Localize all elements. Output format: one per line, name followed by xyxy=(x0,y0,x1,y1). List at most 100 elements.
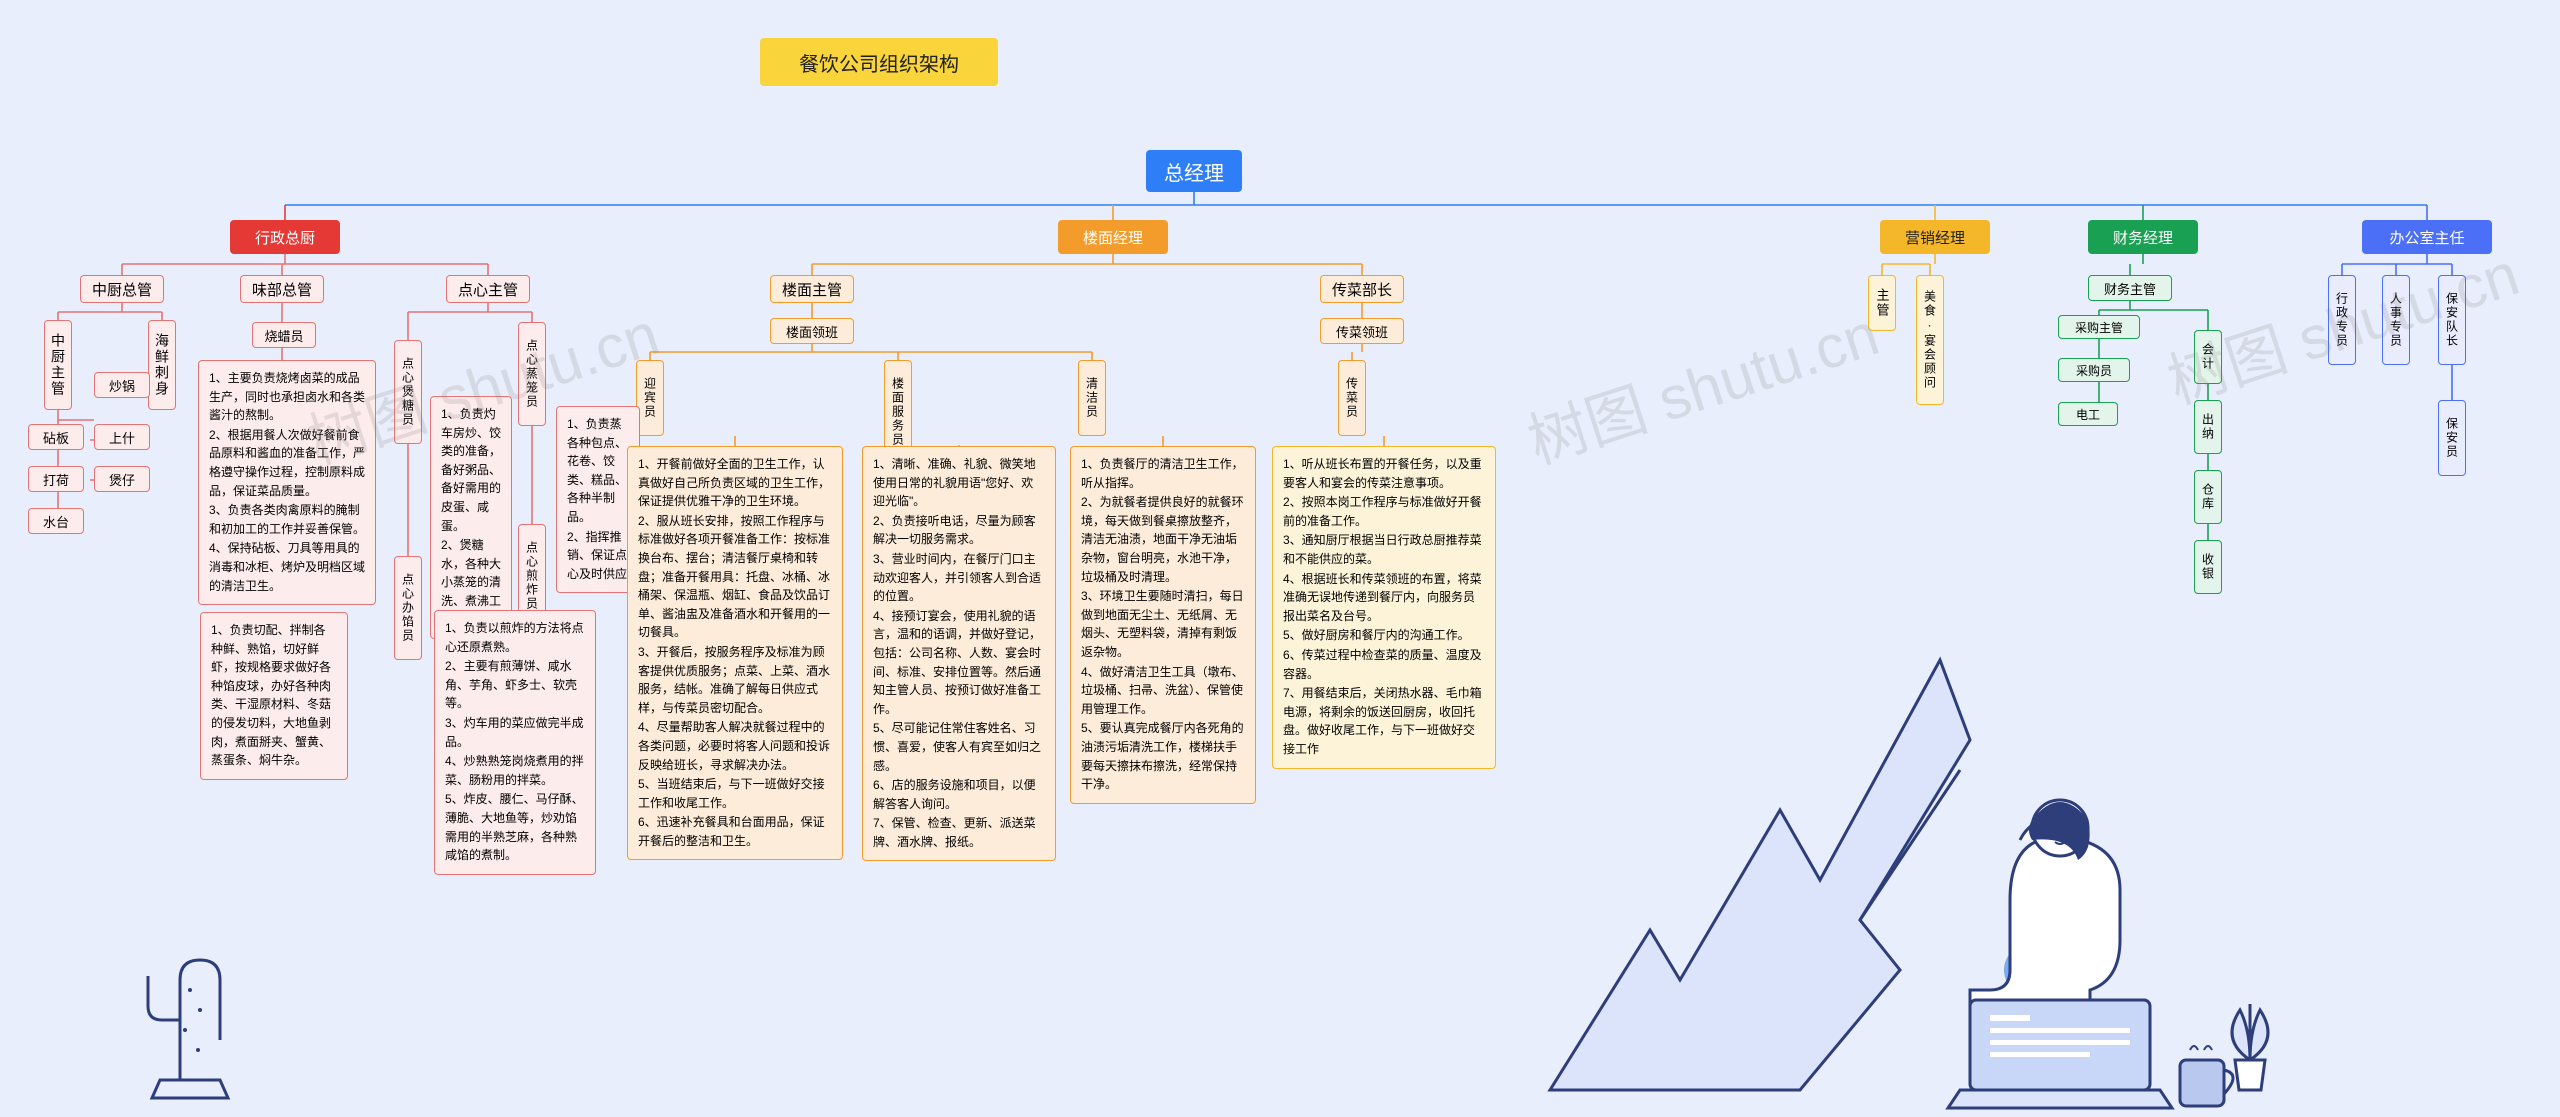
root-node: 总经理 xyxy=(1146,150,1242,192)
detail-line: 1、负责切配、拌制各种鲜、熟馅，切好鲜虾，按规格要求做好各种馅皮球，办好各种肉类… xyxy=(211,621,337,770)
node-label: 点心蒸笼员 xyxy=(524,339,541,409)
level2-node: 办公室主任 xyxy=(2362,220,2492,254)
detail-line: 3、灼车用的菜应做完半成品。 xyxy=(445,714,585,751)
node-label: 会计 xyxy=(2200,343,2217,371)
detail-box: 1、听从班长布置的开餐任务，以及重要客人和宴会的传菜注意事项。2、按照本岗工作程… xyxy=(1272,446,1496,769)
node-label: 炒锅 xyxy=(109,376,135,395)
node-label: 主管 xyxy=(1873,288,1892,318)
detail-box: 1、负责灼车房炒、饺类的准备，备好粥品、备好需用的皮蛋、咸蛋。2、煲糖水，各种大… xyxy=(430,396,512,639)
sub-node: 打荷 xyxy=(28,466,84,492)
node-label: 营销经理 xyxy=(1905,227,1965,248)
detail-box: 1、清晰、准确、礼貌、微笑地使用日常的礼貌用语"您好、欢迎光临"。2、负责接听电… xyxy=(862,446,1056,861)
decoration-cactus xyxy=(120,900,260,1100)
sub-node: 仓库 xyxy=(2194,470,2222,524)
detail-line: 4、炒熟熟笼岗烧煮用的拌菜、肠粉用的拌菜。 xyxy=(445,752,585,789)
sub-node: 点心主管 xyxy=(446,275,530,303)
detail-line: 4、保持砧板、刀具等用具的消毒和冰柜、烤炉及明档区域的清洁卫生。 xyxy=(209,539,365,595)
sub-node: 烧蜡员 xyxy=(252,322,316,348)
detail-line: 5、尽可能记住常住客姓名、习惯、喜爱，使客人有宾至如归之感。 xyxy=(873,719,1045,775)
detail-line: 7、保管、检查、更新、派送菜牌、酒水牌、报纸。 xyxy=(873,814,1045,851)
detail-line: 2、按照本岗工作程序与标准做好开餐前的准备工作。 xyxy=(1283,493,1485,530)
sub-node: 海鲜刺身 xyxy=(148,320,176,410)
node-label: 行政总厨 xyxy=(255,227,315,248)
node-label: 传菜领班 xyxy=(1336,322,1388,341)
detail-line: 4、尽量帮助客人解决就餐过程中的各类问题，必要时将客人问题和投诉反映给班长，寻求… xyxy=(638,718,832,774)
sub-node: 中厨总管 xyxy=(80,275,164,303)
detail-line: 7、用餐结束后，关闭热水器、毛巾箱电源，将剩余的饭送回厨房，收回托盘。做好收尾工… xyxy=(1283,684,1485,758)
node-label: 味部总管 xyxy=(252,279,312,300)
level2-node: 楼面经理 xyxy=(1058,220,1168,254)
detail-line: 3、通知厨厅根据当日行政总厨推荐菜和不能供应的菜。 xyxy=(1283,531,1485,568)
node-label: 楼面服务员 xyxy=(890,377,907,447)
sub-node: 会计 xyxy=(2194,330,2222,384)
node-label: 煲仔 xyxy=(109,470,135,489)
sub-node: 味部总管 xyxy=(240,275,324,303)
node-label: 烧蜡员 xyxy=(265,326,304,345)
node-label: 办公室主任 xyxy=(2389,227,2464,248)
detail-line: 5、要认真完成餐厅内各死角的油渍污垢清洗工作，楼梯扶手要每天擦抹布擦洗，经常保持… xyxy=(1081,719,1245,793)
node-label: 收银 xyxy=(2200,553,2217,581)
level2-node: 营销经理 xyxy=(1880,220,1990,254)
node-label: 仓库 xyxy=(2200,483,2217,511)
detail-line: 1、负责以煎炸的方法将点心还原煮熟。 xyxy=(445,619,585,656)
sub-node: 楼面主管 xyxy=(770,275,854,303)
detail-line: 1、负责蒸各种包点、花卷、饺类、糕品、各种半制品。 xyxy=(567,415,629,527)
detail-line: 2、主要有煎薄饼、咸水角、芋角、虾多士、软壳等。 xyxy=(445,657,585,713)
node-label: 点心主管 xyxy=(458,279,518,300)
detail-line: 5、做好厨房和餐厅内的沟通工作。 xyxy=(1283,626,1485,645)
node-label: 采购员 xyxy=(2076,362,2112,379)
sub-node: 人事专员 xyxy=(2382,275,2410,365)
node-label: 海鲜刺身 xyxy=(152,333,172,397)
node-label: 点心煲糖员 xyxy=(400,357,417,427)
sub-node: 传菜员 xyxy=(1338,360,1366,436)
sub-node: 煲仔 xyxy=(94,466,150,492)
node-label: 打荷 xyxy=(43,470,69,489)
detail-line: 4、接预订宴会，使用礼貌的语言，温和的语调，并做好登记，包括：公司名称、人数、宴… xyxy=(873,607,1045,719)
decoration-illustration xyxy=(1530,620,2310,1110)
sub-node: 财务主管 xyxy=(2088,275,2172,301)
sub-node: 主管 xyxy=(1868,275,1896,331)
sub-node: 收银 xyxy=(2194,540,2222,594)
node-label: 水台 xyxy=(43,512,69,531)
sub-node: 楼面领班 xyxy=(770,318,854,344)
detail-box: 1、主要负责烧烤卤菜的成品生产，同时也承担卤水和各类酱汁的熬制。2、根据用餐人次… xyxy=(198,360,376,605)
sub-node: 电工 xyxy=(2058,402,2118,426)
node-label: 清洁员 xyxy=(1084,377,1101,419)
sub-node: 出纳 xyxy=(2194,400,2222,454)
detail-box: 1、开餐前做好全面的卫生工作，认真做好自己所负责区域的卫生工作，保证提供优雅干净… xyxy=(627,446,843,860)
detail-line: 6、迅速补充餐具和台面用品，保证开餐后的整洁和卫生。 xyxy=(638,813,832,850)
sub-node: 保安员 xyxy=(2438,400,2466,476)
detail-line: 1、负责灼车房炒、饺类的准备，备好粥品、备好需用的皮蛋、咸蛋。 xyxy=(441,405,501,535)
sub-node: 点心办馅员 xyxy=(394,556,422,660)
sub-node: 美食·宴会顾问 xyxy=(1916,275,1944,405)
detail-box: 1、负责切配、拌制各种鲜、熟馅，切好鲜虾，按规格要求做好各种馅皮球，办好各种肉类… xyxy=(200,612,348,780)
node-label: 楼面主管 xyxy=(782,279,842,300)
sub-node: 传菜领班 xyxy=(1320,318,1404,344)
node-label: 点心煎炸员 xyxy=(524,541,541,611)
node-label: 楼面领班 xyxy=(786,322,838,341)
detail-line: 3、营业时间内，在餐厅门口主动欢迎客人，并引领客人到合适的位置。 xyxy=(873,550,1045,606)
node-label: 楼面经理 xyxy=(1083,227,1143,248)
node-label: 点心办馅员 xyxy=(400,573,417,643)
title-text: 餐饮公司组织架构 xyxy=(799,48,959,77)
detail-line: 1、主要负责烧烤卤菜的成品生产，同时也承担卤水和各类酱汁的熬制。 xyxy=(209,369,365,425)
detail-line: 5、炸皮、腰仁、马仔酥、薄脆、大地鱼等，炒劝馅需用的半熟芝麻，各种熟咸馅的煮制。 xyxy=(445,790,585,864)
detail-line: 6、传菜过程中检查菜的质量、温度及容器。 xyxy=(1283,646,1485,683)
diagram-title: 餐饮公司组织架构 xyxy=(760,38,998,86)
sub-node: 砧板 xyxy=(28,424,84,450)
node-label: 电工 xyxy=(2076,406,2100,423)
detail-line: 4、做好清洁卫生工具（墩布、垃圾桶、扫帚、洗盆）、保管使用管理工作。 xyxy=(1081,663,1245,719)
node-label: 保安员 xyxy=(2444,417,2461,459)
detail-line: 1、听从班长布置的开餐任务，以及重要客人和宴会的传菜注意事项。 xyxy=(1283,455,1485,492)
detail-line: 4、根据班长和传菜领班的布置，将菜准确无误地传递到餐厅内，向服务员报出菜名及台号… xyxy=(1283,570,1485,626)
node-label: 采购主管 xyxy=(2075,319,2123,336)
sub-node: 点心煲糖员 xyxy=(394,340,422,444)
detail-line: 2、为就餐者提供良好的就餐环境，每天做到餐桌擦放整齐，清洁无油渍，地面干净无油垢… xyxy=(1081,493,1245,586)
sub-node: 上什 xyxy=(94,424,150,450)
root-text: 总经理 xyxy=(1164,157,1224,186)
detail-line: 3、负责各类肉禽原料的腌制和初加工的工作并妥善保管。 xyxy=(209,501,365,538)
detail-line: 1、开餐前做好全面的卫生工作，认真做好自己所负责区域的卫生工作，保证提供优雅干净… xyxy=(638,455,832,511)
detail-line: 2、服从班长安排，按照工作程序与标准做好各项开餐准备工作：按标准换台布、摆台；清… xyxy=(638,512,832,642)
detail-line: 3、环境卫生要随时清扫，每日做到地面无尘土、无纸屑、无烟头、无塑料袋，清掉有剩饭… xyxy=(1081,587,1245,661)
sub-node: 中厨主管 xyxy=(44,320,72,410)
